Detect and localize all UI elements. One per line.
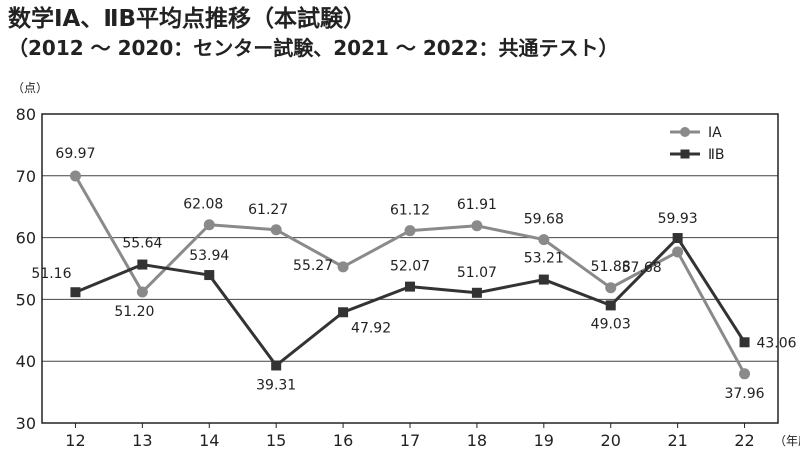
- data-label-iib: 43.06: [756, 335, 796, 351]
- x-tick-label: 12: [65, 431, 85, 450]
- data-label-iib: 59.93: [658, 211, 698, 227]
- chart-title: 数学ⅠA、ⅡB平均点推移（本試験）: [8, 6, 367, 32]
- data-point-ia: [404, 225, 416, 237]
- y-tick-label: 30: [16, 414, 36, 433]
- data-point-iib: [70, 287, 81, 298]
- data-label-ia: 61.27: [248, 202, 288, 218]
- x-tick-label: 18: [467, 431, 487, 450]
- data-point-iib: [605, 300, 616, 311]
- data-point-ia: [337, 261, 349, 273]
- data-point-iib: [204, 270, 215, 281]
- y-tick-label: 70: [16, 167, 36, 186]
- x-axis-label: （年度）: [774, 433, 800, 448]
- data-label-iib: 51.16: [31, 266, 71, 282]
- title-block: 数学ⅠA、ⅡB平均点推移（本試験） （2012 〜 2020：センター試験、20…: [8, 4, 619, 62]
- data-label-ia: 51.88: [591, 259, 631, 275]
- x-tick-label: 16: [333, 431, 353, 450]
- data-label-iib: 52.07: [390, 259, 430, 275]
- data-label-ia: 57.68: [622, 260, 662, 276]
- chart-subtitle: （2012 〜 2020：センター試験、2021 〜 2022：共通テスト）: [8, 36, 619, 60]
- data-label-ia: 62.08: [183, 197, 223, 213]
- data-point-iib: [739, 337, 750, 348]
- data-point-ia: [270, 224, 282, 236]
- y-tick-label: 60: [16, 229, 36, 248]
- data-point-iib: [137, 259, 148, 270]
- data-label-ia: 37.96: [724, 386, 764, 402]
- data-label-ia: 69.97: [55, 146, 95, 162]
- chart-area: 30 40 50 60 70 80 （点） 12 13 14 15 16 17 18 19 20 21 22 （年度…: [0, 68, 800, 460]
- data-label-iib: 47.92: [351, 320, 391, 336]
- data-point-ia: [605, 282, 617, 294]
- x-tick-label: 19: [534, 431, 554, 450]
- data-point-iib: [471, 287, 482, 298]
- x-tick-label: 21: [667, 431, 687, 450]
- data-point-ia: [136, 286, 148, 298]
- data-point-iib: [672, 233, 683, 244]
- data-point-iib: [338, 307, 349, 318]
- data-point-ia: [69, 170, 81, 182]
- legend-label: ⅠA: [708, 125, 722, 141]
- y-tick-label: 40: [16, 352, 36, 371]
- legend-marker-circle: [680, 127, 690, 137]
- data-point-ia: [672, 246, 684, 258]
- legend-label: ⅡB: [708, 147, 725, 163]
- data-point-ia: [538, 234, 550, 246]
- data-point-iib: [538, 274, 549, 285]
- data-point-ia: [739, 368, 751, 380]
- data-label-iib: 49.03: [591, 316, 631, 332]
- line-chart: 30 40 50 60 70 80 （点） 12 13 14 15 16 17 18 19 20 21 22 （年度…: [12, 81, 800, 450]
- data-point-ia: [203, 219, 215, 231]
- y-tick-label: 80: [16, 105, 36, 124]
- data-point-ia: [471, 220, 483, 232]
- x-tick-label: 14: [199, 431, 219, 450]
- data-label-ia: 51.20: [114, 304, 154, 320]
- data-label-iib: 55.64: [122, 236, 162, 252]
- data-point-iib: [405, 281, 415, 292]
- data-label-iib: 53.94: [189, 248, 229, 264]
- x-tick-label: 13: [132, 431, 152, 450]
- legend-marker-square: [680, 149, 690, 159]
- x-tick-label: 17: [400, 431, 420, 450]
- data-label-ia: 61.91: [457, 197, 497, 213]
- x-tick-label: 20: [601, 431, 621, 450]
- x-tick-label: 22: [734, 431, 754, 450]
- y-tick-label: 50: [16, 290, 36, 309]
- data-label-iib: 53.21: [524, 251, 564, 267]
- data-point-iib: [271, 360, 282, 371]
- data-label-ia: 59.68: [524, 212, 564, 228]
- y-axis-label: （点）: [12, 81, 48, 95]
- x-tick-label: 15: [266, 431, 286, 450]
- data-label-ia: 55.27: [293, 258, 333, 274]
- data-label-iib: 51.07: [457, 265, 497, 281]
- data-label-iib: 39.31: [256, 377, 296, 393]
- data-label-ia: 61.12: [390, 203, 430, 219]
